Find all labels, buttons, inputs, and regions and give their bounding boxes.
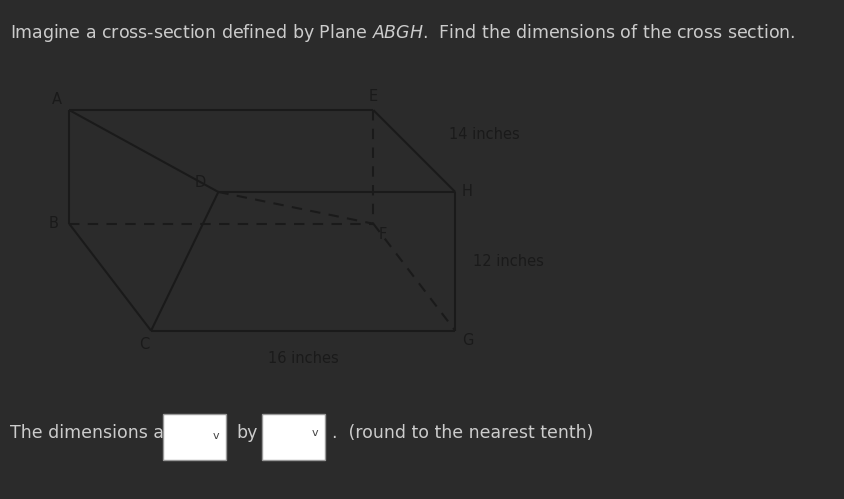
Text: F: F [378, 228, 387, 243]
Text: The dimensions are: The dimensions are [10, 424, 181, 442]
Text: 14 inches: 14 inches [449, 127, 520, 142]
Text: E: E [369, 89, 378, 104]
Bar [163, 414, 226, 460]
Text: v: v [213, 431, 219, 441]
Text: Imagine a cross-section defined by Plane $\mathit{ABGH}$.  Find the dimensions o: Imagine a cross-section defined by Plane… [10, 22, 796, 44]
Text: H: H [462, 185, 473, 200]
Text: by: by [236, 424, 257, 442]
Text: D: D [194, 175, 205, 190]
Text: G: G [462, 333, 473, 348]
Text: v: v [311, 428, 318, 438]
Bar [262, 414, 325, 460]
Text: .  (round to the nearest tenth): . (round to the nearest tenth) [332, 424, 593, 442]
Text: B: B [49, 216, 59, 231]
Text: A: A [51, 92, 62, 107]
Text: C: C [139, 337, 149, 352]
Text: 16 inches: 16 inches [268, 351, 338, 366]
Text: 12 inches: 12 inches [473, 254, 544, 269]
